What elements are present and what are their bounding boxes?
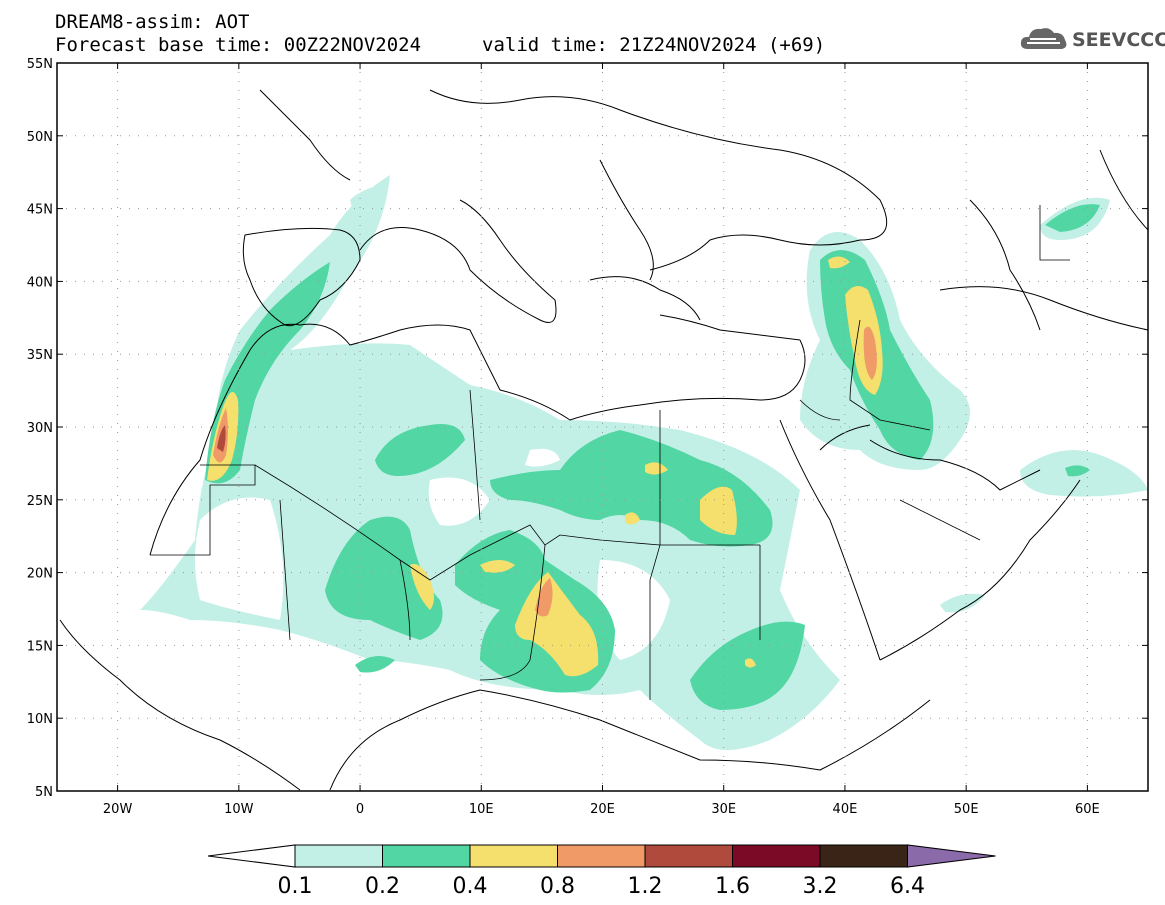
lon-tick-label: 10E bbox=[469, 802, 494, 817]
axis-ticks bbox=[57, 62, 1148, 792]
colorbar-label: 3.2 bbox=[803, 874, 838, 899]
lon-tick-labels: 20W 10W 0 10E 20E 30E 40E 50E 60E bbox=[103, 802, 1100, 817]
colorbar-box bbox=[294, 844, 383, 868]
lon-tick-label: 40E bbox=[833, 802, 858, 817]
coastlines bbox=[59, 89, 1148, 791]
lat-tick-label: 45N bbox=[27, 203, 53, 218]
lat-tick-labels: 5N 10N 15N 20N 25N 30N 35N 40N 45N 50N 55N bbox=[27, 57, 53, 800]
colorbar-box bbox=[557, 844, 646, 868]
map-title: DREAM8-assim: AOT bbox=[55, 11, 250, 33]
colorbar-over-arrow bbox=[907, 844, 996, 868]
aot-contours bbox=[140, 175, 1148, 750]
cloud-icon bbox=[1020, 28, 1067, 49]
lat-tick-label: 55N bbox=[27, 57, 53, 72]
colorbar-box bbox=[732, 844, 821, 868]
colorbar-label: 0.4 bbox=[453, 874, 488, 899]
lon-tick-label: 20W bbox=[103, 802, 133, 817]
lat-tick-label: 25N bbox=[27, 494, 53, 509]
lon-tick-label: 10W bbox=[224, 802, 254, 817]
colorbar-label: 6.4 bbox=[890, 874, 925, 899]
colorbar-box bbox=[382, 844, 471, 868]
colorbar-box bbox=[469, 844, 558, 868]
colorbar-box bbox=[644, 844, 733, 868]
seevccc-logo: SEEVCCC bbox=[1018, 23, 1165, 57]
colorbar-under-arrow bbox=[207, 844, 296, 868]
lon-tick-label: 30E bbox=[711, 802, 736, 817]
colorbar-box bbox=[819, 844, 908, 868]
lat-tick-label: 35N bbox=[27, 348, 53, 363]
valid-time-label: valid time: 21Z24NOV2024 (+69) bbox=[482, 34, 826, 56]
lat-tick-label: 20N bbox=[27, 567, 53, 582]
colorbar-labels: 0.1 0.2 0.4 0.8 1.2 1.6 3.2 6.4 bbox=[278, 874, 926, 899]
lon-tick-label: 0 bbox=[356, 802, 364, 817]
colorbar-label: 0.8 bbox=[540, 874, 575, 899]
colorbar-label: 0.2 bbox=[365, 874, 400, 899]
lon-tick-label: 50E bbox=[954, 802, 979, 817]
colorbar bbox=[207, 844, 996, 868]
colorbar-label: 1.2 bbox=[628, 874, 663, 899]
base-time-label: Forecast base time: 00Z22NOV2024 bbox=[55, 34, 422, 56]
lon-tick-label: 60E bbox=[1075, 802, 1100, 817]
colorbar-label: 1.6 bbox=[715, 874, 750, 899]
lat-tick-label: 40N bbox=[27, 275, 53, 290]
colorbar-label: 0.1 bbox=[278, 874, 313, 899]
aot-layer-brown bbox=[217, 425, 226, 452]
lat-tick-label: 15N bbox=[27, 639, 53, 654]
logo-text: SEEVCCC bbox=[1072, 29, 1165, 51]
lat-tick-label: 50N bbox=[27, 130, 53, 145]
lon-tick-label: 20E bbox=[590, 802, 615, 817]
lat-tick-label: 10N bbox=[27, 712, 53, 727]
borders bbox=[150, 205, 1070, 700]
lat-tick-label: 5N bbox=[35, 785, 53, 800]
lat-tick-label: 30N bbox=[27, 421, 53, 436]
